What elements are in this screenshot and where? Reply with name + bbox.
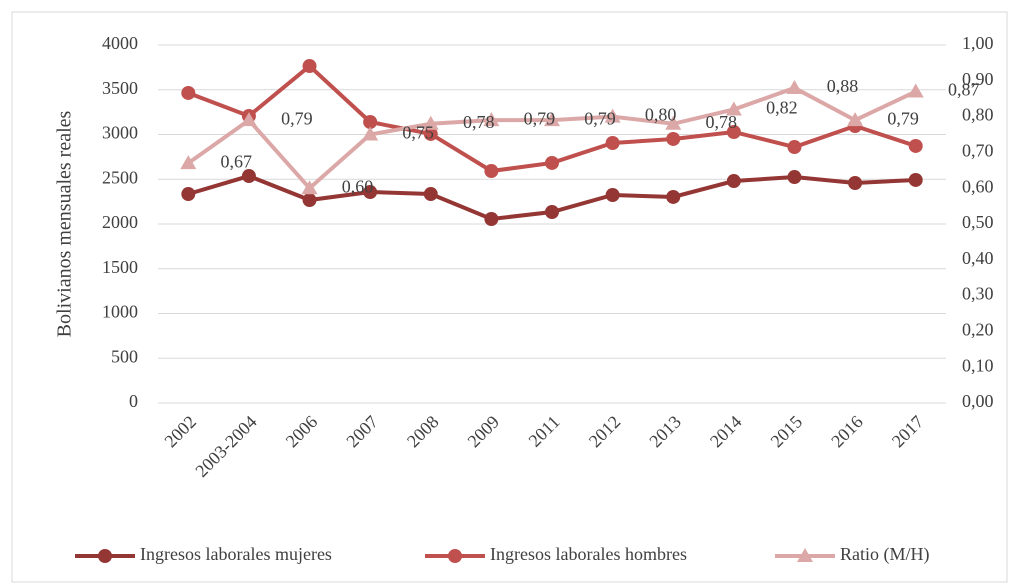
marker (483, 112, 500, 127)
legend-marker (98, 549, 112, 563)
data-label: 0,79 (281, 108, 313, 128)
marker (787, 170, 802, 185)
y2-tick-label: 0,90 (962, 69, 994, 89)
data-label: 0,82 (766, 98, 798, 118)
data-label: 0,87 (948, 80, 980, 100)
y2-tick-label: 0,60 (962, 176, 994, 196)
marker (181, 187, 196, 202)
y-tick-label: 4000 (102, 33, 138, 53)
legend-label: Ratio (M/H) (840, 544, 930, 565)
chart-border (11, 11, 1008, 583)
y2-tick-label: 0,50 (962, 212, 994, 232)
legend-marker (797, 548, 813, 562)
legend-label: Ingresos laborales hombres (490, 544, 687, 564)
y2-tick-label: 0,70 (962, 141, 994, 161)
y-tick-label: 2500 (102, 167, 138, 187)
marker (666, 131, 681, 146)
y2-tick-label: 0,40 (962, 248, 994, 268)
marker (605, 188, 620, 203)
marker (241, 169, 256, 184)
y2-tick-label: 1,00 (962, 33, 994, 53)
data-label: 0,67 (221, 151, 253, 171)
data-label: 0,88 (827, 76, 859, 96)
y2-tick-label: 0,30 (962, 284, 994, 304)
marker (302, 193, 317, 208)
marker (484, 211, 499, 226)
y2-tick-label: 0,00 (962, 391, 994, 411)
legend-label: Ingresos laborales mujeres (140, 544, 332, 564)
marker (908, 138, 923, 153)
marker (363, 185, 378, 200)
data-label: 0,79 (524, 108, 556, 128)
marker (725, 101, 742, 116)
marker (423, 126, 438, 141)
marker (907, 83, 924, 98)
marker (302, 59, 317, 74)
marker (605, 136, 620, 151)
marker (908, 172, 923, 187)
y-tick-label: 1000 (102, 302, 138, 322)
marker (240, 112, 257, 127)
marker (545, 205, 559, 220)
marker (422, 115, 439, 130)
y-tick-label: 500 (111, 346, 138, 366)
data-label: 0,75 (402, 123, 434, 143)
y-tick-label: 0 (129, 391, 138, 411)
marker (848, 176, 863, 191)
y-axis-label: Bolivianos mensuales reales (54, 110, 76, 337)
marker (847, 112, 864, 127)
data-label: 0,79 (584, 108, 616, 128)
marker (786, 79, 803, 94)
data-label: 0,78 (705, 112, 737, 132)
marker (181, 85, 196, 100)
marker (726, 174, 741, 189)
y2-tick-label: 0,80 (962, 105, 994, 125)
y2-tick-label: 0,20 (962, 320, 994, 340)
marker (301, 180, 318, 195)
y-tick-label: 3500 (102, 78, 138, 98)
marker (545, 155, 559, 170)
data-label: 0,60 (342, 176, 374, 196)
marker (180, 155, 197, 170)
marker (363, 114, 378, 129)
marker (665, 115, 682, 130)
y-tick-label: 2000 (102, 212, 138, 232)
marker (604, 108, 621, 123)
data-label: 0,78 (463, 112, 495, 132)
y-tick-label: 1500 (102, 257, 138, 277)
marker (362, 126, 379, 141)
y-tick-label: 3000 (102, 123, 138, 143)
data-label: 0,79 (887, 108, 919, 128)
legend-marker (448, 549, 462, 563)
marker (787, 140, 802, 155)
marker (423, 187, 438, 202)
data-label: 0,80 (645, 105, 677, 125)
marker (726, 124, 741, 139)
marker (666, 189, 681, 204)
marker (484, 164, 499, 179)
y2-tick-label: 0,10 (962, 355, 994, 375)
marker (544, 112, 560, 127)
